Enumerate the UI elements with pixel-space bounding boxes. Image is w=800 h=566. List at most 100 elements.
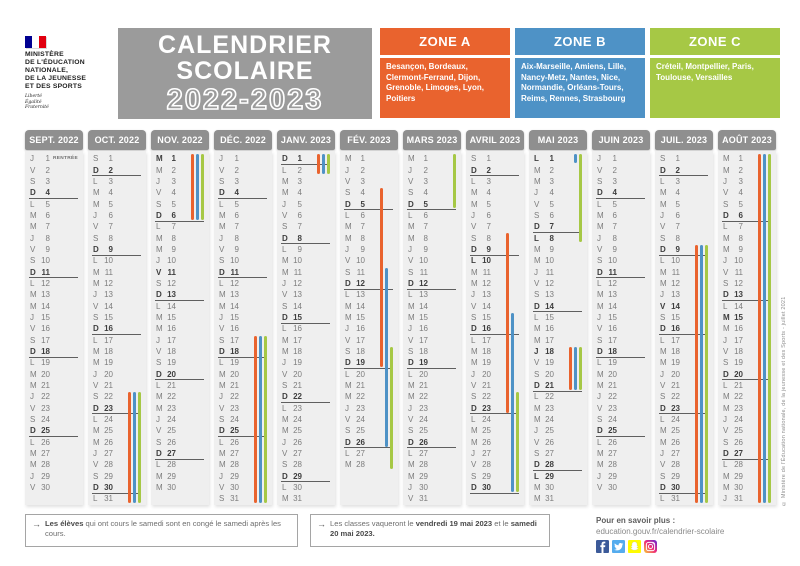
day-row: D 12	[403, 278, 461, 290]
day-letter: M	[723, 392, 730, 402]
month-header: JUIL. 2023	[655, 130, 713, 150]
day-row: M 28	[403, 459, 461, 470]
day-letter: L	[597, 358, 602, 368]
day-letter: J	[660, 290, 664, 300]
day-row: S 17	[592, 335, 650, 346]
day-letter: J	[282, 358, 286, 368]
month-body: D 1 L 2 M 3 M 4 J 5 V 6 S 7 D 8 L 9 M 10 M 11 J 12 V 13 S 14 D 15 L 16 M…	[277, 151, 335, 505]
day-letter: S	[93, 233, 99, 243]
snapchat-icon[interactable]	[628, 540, 641, 553]
day-row: M 17	[529, 335, 587, 346]
day-letter: M	[156, 154, 163, 164]
day-number: 6	[45, 210, 50, 220]
day-number: 8	[360, 233, 365, 243]
day-number: 9	[360, 244, 365, 254]
day-row: M 15	[340, 312, 398, 323]
day-letter: J	[30, 392, 34, 402]
day-letter: S	[660, 471, 666, 481]
day-number: 13	[482, 290, 491, 300]
day-letter: S	[156, 278, 162, 288]
day-letter: D	[93, 244, 99, 254]
day-number: 13	[545, 290, 554, 300]
day-row: S 17	[214, 335, 272, 346]
day-letter: M	[723, 483, 730, 493]
day-number: 11	[482, 267, 491, 277]
day-row: M 16	[151, 323, 209, 334]
day-letter: D	[471, 165, 477, 175]
vacation-bar-zone-a	[380, 188, 384, 368]
day-letter: V	[534, 437, 540, 447]
day-row: S 12	[718, 278, 776, 289]
day-letter: L	[219, 278, 224, 288]
day-number: 5	[297, 199, 302, 209]
day-letter: D	[30, 347, 36, 357]
day-number: 13	[608, 290, 617, 300]
zone-c-cities: Créteil, Montpellier, Paris, Toulouse, V…	[650, 58, 780, 118]
day-row: S 19	[151, 357, 209, 368]
day-number: 29	[608, 471, 617, 481]
day-row: V 11	[718, 266, 776, 277]
day-letter: M	[597, 460, 604, 470]
day-row: M 21	[214, 380, 272, 391]
day-letter: L	[156, 460, 161, 470]
day-number: 27	[356, 449, 365, 459]
day-letter: S	[534, 290, 540, 300]
day-letter: M	[345, 381, 352, 391]
instagram-icon[interactable]	[644, 540, 657, 553]
day-number: 29	[671, 471, 680, 481]
day-row: L 26	[214, 437, 272, 448]
day-row: V 23	[214, 403, 272, 414]
day-letter: S	[219, 415, 225, 425]
day-number: 1	[675, 154, 680, 164]
day-row: L 24	[655, 414, 713, 425]
vacation-bar-zone-b	[511, 312, 515, 492]
twitter-icon[interactable]	[612, 540, 625, 553]
day-number: 17	[734, 335, 743, 345]
day-letter: J	[30, 312, 34, 322]
day-row: M 12	[88, 278, 146, 289]
day-number: 27	[734, 449, 743, 459]
day-letter: V	[219, 324, 225, 334]
day-row: L 12	[592, 278, 650, 289]
day-row: J 15	[592, 312, 650, 323]
day-letter: J	[93, 210, 97, 220]
day-row: L 10	[466, 255, 524, 266]
day-letter: M	[597, 381, 604, 391]
more-info-url[interactable]: education.gouv.fr/calendrier-scolaire	[596, 527, 725, 536]
facebook-icon[interactable]	[596, 540, 609, 553]
day-number: 24	[734, 415, 743, 425]
vacation-bar-zone-c	[516, 392, 520, 492]
day-row: S 11	[403, 266, 461, 277]
day-row: S 29	[655, 471, 713, 482]
day-letter: J	[723, 176, 727, 186]
day-row: J 17	[718, 335, 776, 346]
month-body: M 1 J 2 V 3 S 4 D 5 L 6 M 7 M 8 J 9 V 10 S 11 D 12 L 13 M 14 M 15 J 16 V…	[340, 151, 398, 505]
day-number: 22	[356, 392, 365, 402]
day-letter: L	[282, 324, 287, 334]
day-row: V 21	[466, 380, 524, 391]
month-column: SEPT. 2022 J 1 RENTRÉE V 2 S 3 D 4 L 5 M 6 M 7 J 8 V 9 S 10 D…	[25, 130, 83, 505]
day-letter: D	[660, 483, 666, 493]
day-number: 25	[41, 426, 50, 436]
day-number: 10	[41, 256, 50, 266]
day-letter: J	[597, 471, 601, 481]
day-letter: V	[30, 324, 36, 334]
day-letter: V	[93, 301, 99, 311]
day-number: 2	[486, 165, 491, 175]
day-number: 22	[293, 392, 302, 402]
day-letter: L	[30, 437, 35, 447]
day-number: 27	[230, 449, 239, 459]
day-letter: D	[534, 460, 540, 470]
vacation-bar-zone-c	[453, 154, 457, 209]
day-letter: J	[660, 369, 664, 379]
day-number: 6	[423, 210, 428, 220]
day-number: 9	[234, 244, 239, 254]
day-letter: L	[597, 437, 602, 447]
